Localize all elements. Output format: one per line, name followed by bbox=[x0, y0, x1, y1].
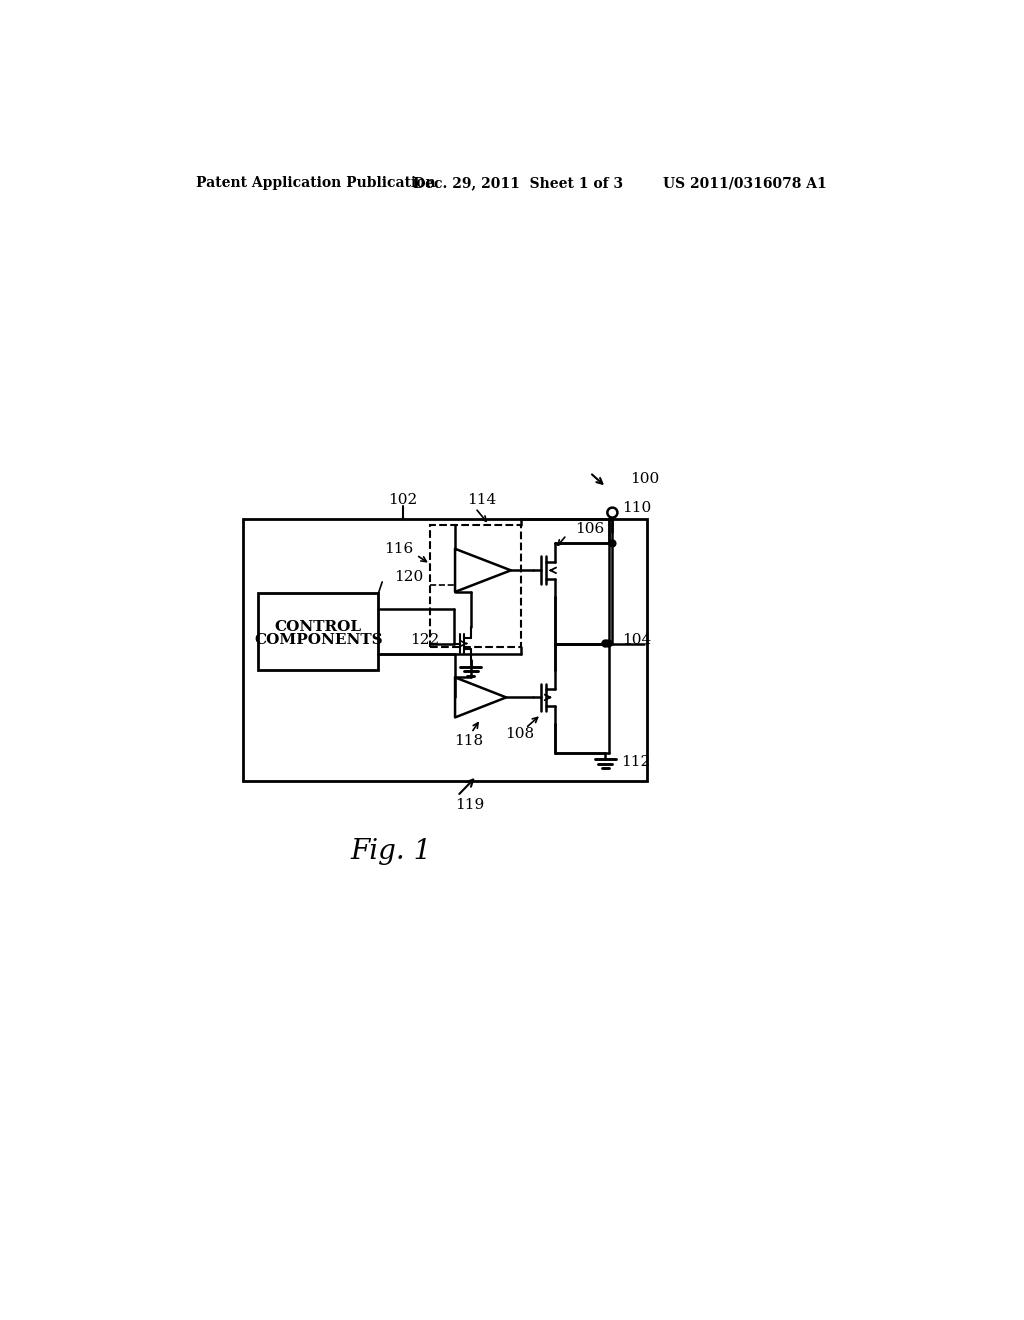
Polygon shape bbox=[455, 677, 506, 718]
Text: 116: 116 bbox=[384, 541, 414, 556]
Text: US 2011/0316078 A1: US 2011/0316078 A1 bbox=[663, 176, 826, 190]
Text: 112: 112 bbox=[621, 755, 650, 770]
Circle shape bbox=[609, 540, 615, 546]
Polygon shape bbox=[455, 549, 511, 591]
Circle shape bbox=[605, 640, 612, 647]
Text: 119: 119 bbox=[455, 799, 484, 812]
Text: 120: 120 bbox=[394, 569, 423, 583]
Text: 100: 100 bbox=[630, 473, 659, 487]
Bar bbox=[258, 594, 378, 671]
Text: 122: 122 bbox=[411, 632, 439, 647]
Text: 106: 106 bbox=[575, 521, 604, 536]
Text: COMPONENTS: COMPONENTS bbox=[254, 632, 383, 647]
Text: CONTROL: CONTROL bbox=[274, 620, 361, 635]
Text: 102: 102 bbox=[388, 492, 418, 507]
Text: Patent Application Publication: Patent Application Publication bbox=[197, 176, 436, 190]
Bar bbox=[430, 525, 521, 647]
Text: 104: 104 bbox=[623, 634, 651, 647]
Text: 114: 114 bbox=[467, 494, 496, 507]
Text: 108: 108 bbox=[505, 727, 534, 742]
Text: Fig. 1: Fig. 1 bbox=[351, 838, 432, 865]
Text: Dec. 29, 2011  Sheet 1 of 3: Dec. 29, 2011 Sheet 1 of 3 bbox=[414, 176, 624, 190]
Text: 118: 118 bbox=[455, 734, 483, 747]
Circle shape bbox=[602, 640, 609, 647]
Bar bbox=[243, 519, 647, 780]
Text: 110: 110 bbox=[622, 502, 651, 515]
